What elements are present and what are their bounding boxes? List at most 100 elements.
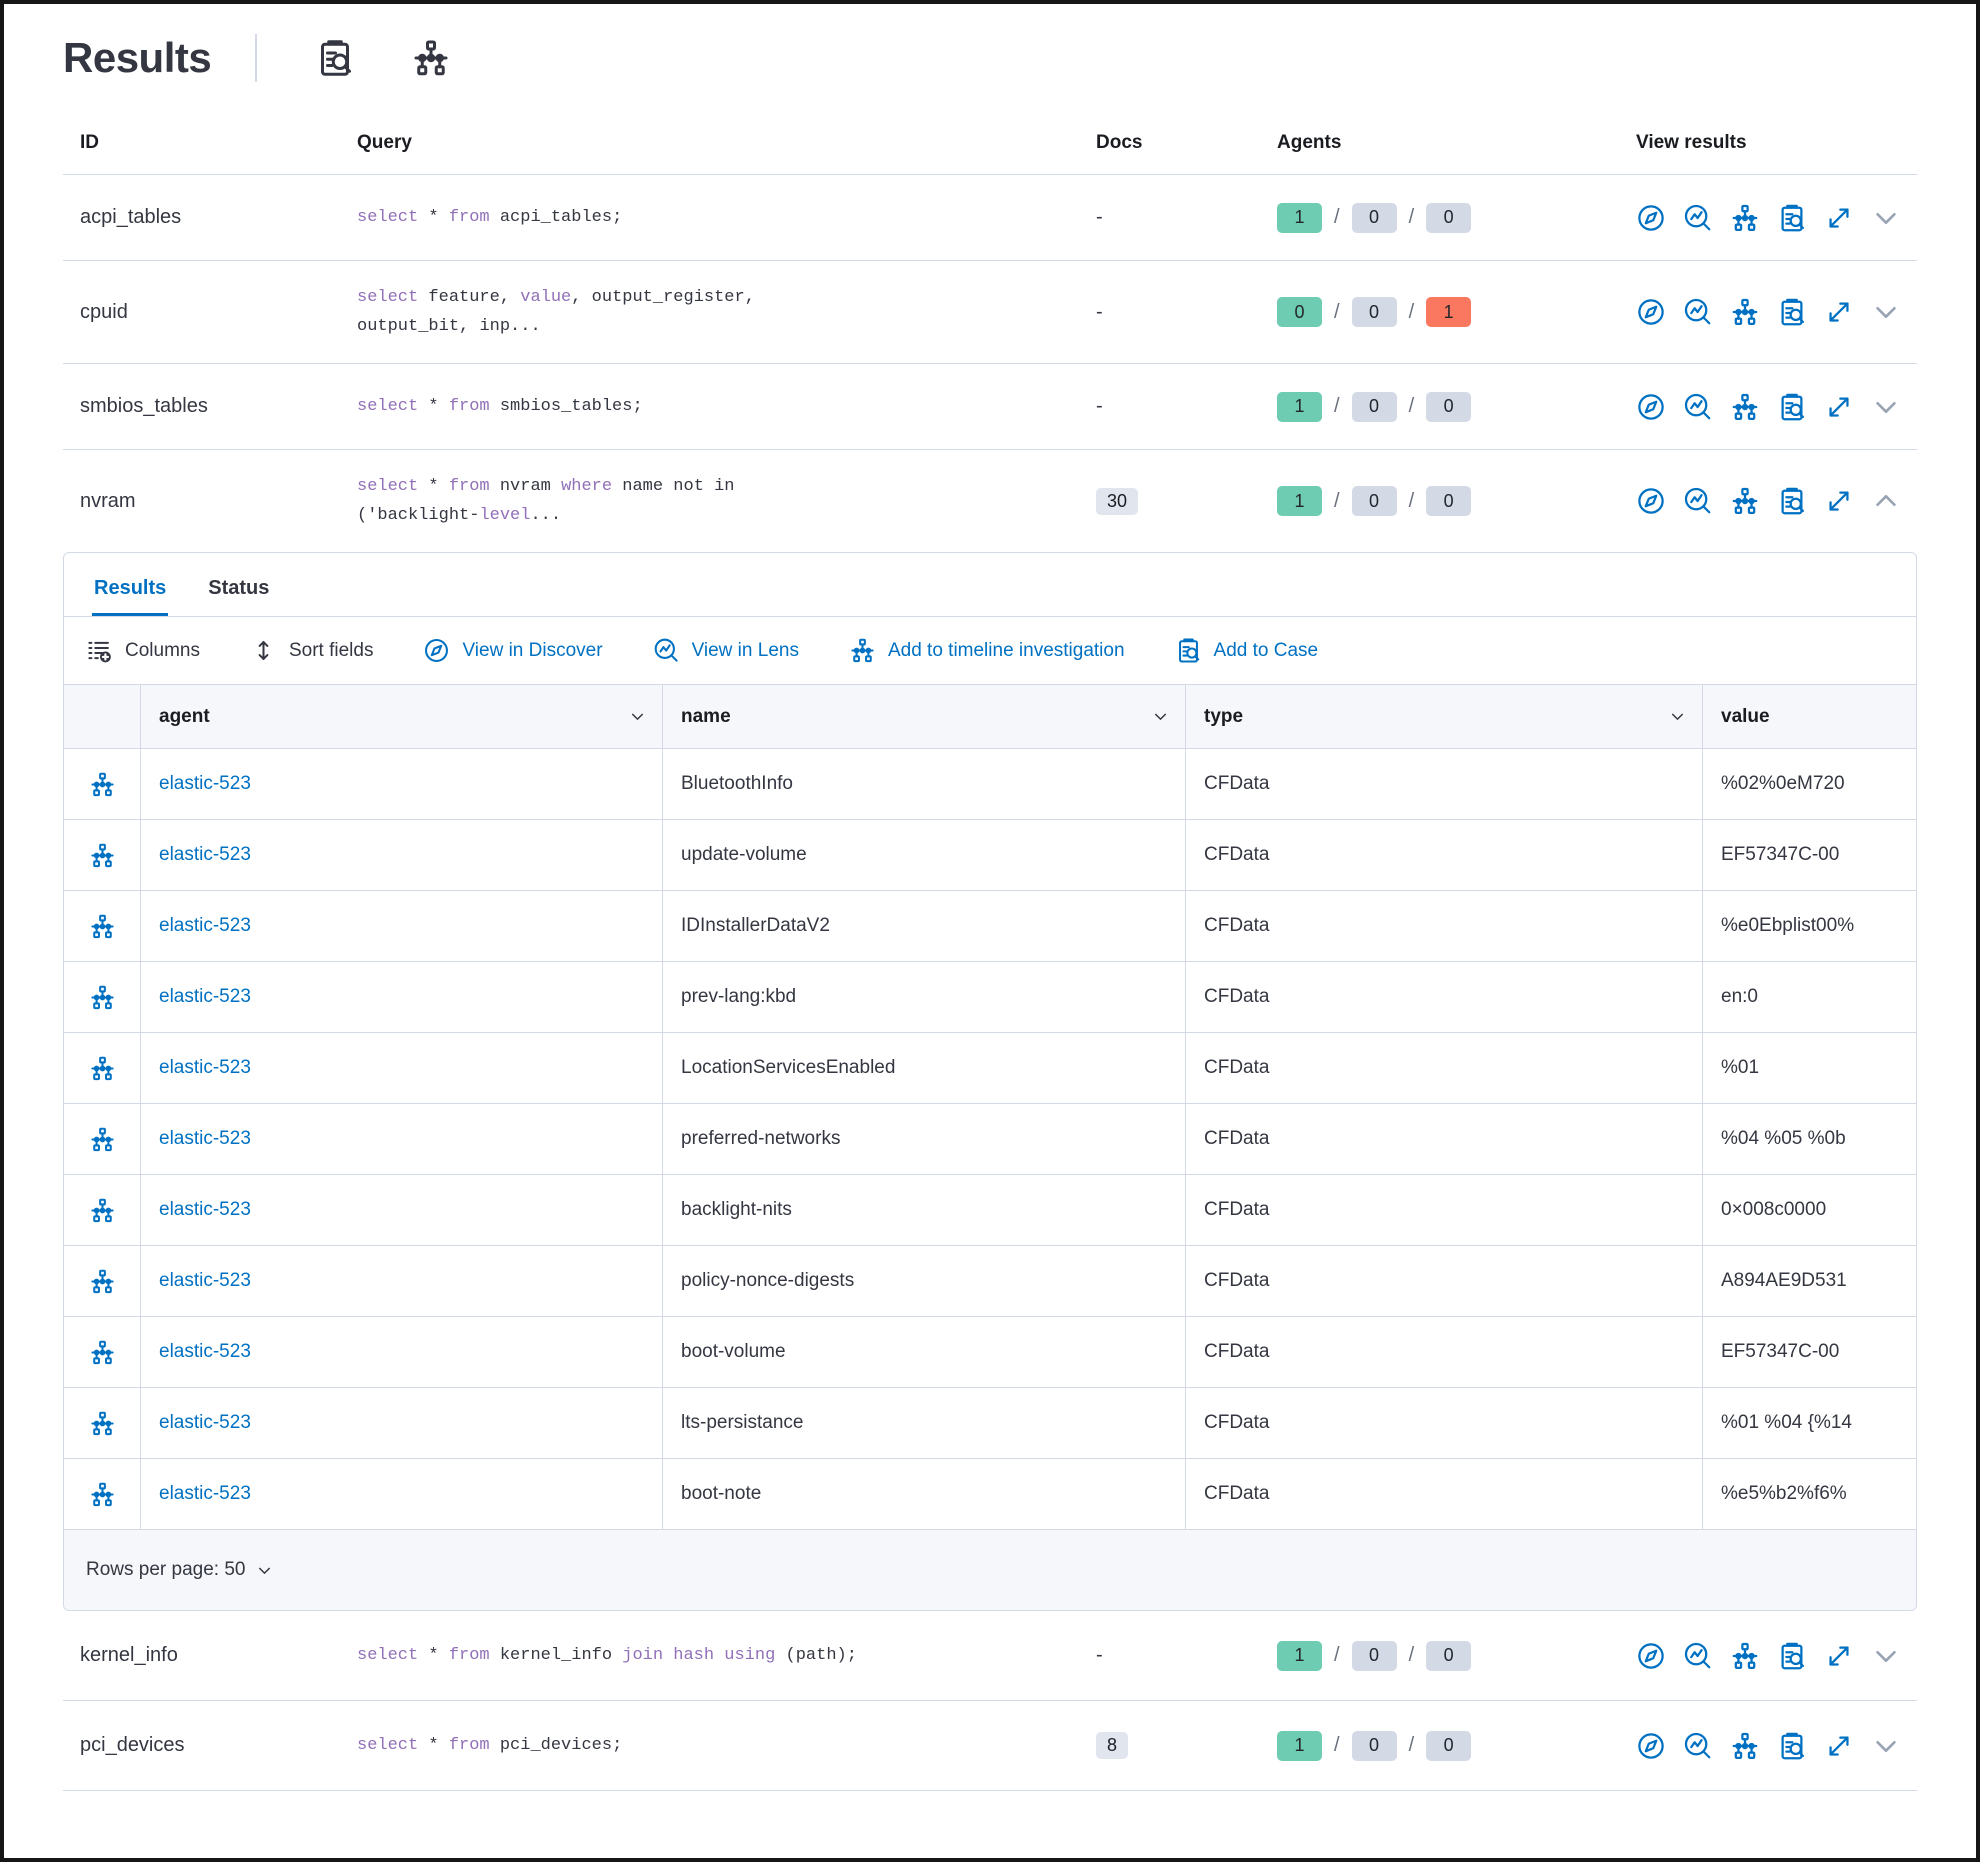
column-header-type[interactable]: type [1186,685,1703,748]
row-timeline-action[interactable] [64,820,141,890]
expand-icon [1829,302,1849,322]
inspect-button[interactable] [315,38,355,78]
agent-link[interactable]: elastic-523 [159,915,251,936]
column-header-name[interactable]: name [663,685,1186,748]
add-to-timeline-button[interactable] [1730,486,1760,516]
add-to-timeline-button[interactable] [1730,1641,1760,1671]
view-in-lens-button[interactable]: View in Lens [653,637,799,664]
add-to-case-button[interactable] [1777,1641,1807,1671]
row-timeline-action[interactable] [64,1246,141,1316]
panel-tabs: Results Status [64,553,1916,617]
toggle-expand-button[interactable] [1871,203,1901,233]
row-timeline-action[interactable] [64,1175,141,1245]
view-in-lens-button[interactable] [1683,392,1713,422]
row-timeline-action[interactable] [64,1104,141,1174]
table-row: elastic-523 boot-volume CFData EF57347C-… [64,1317,1916,1388]
add-to-timeline-button[interactable] [1730,1731,1760,1761]
expand-button[interactable] [1824,1641,1854,1671]
table-row: elastic-523 update-volume CFData EF57347… [64,820,1916,891]
query-id: kernel_info [80,1644,178,1666]
agent-link[interactable]: elastic-523 [159,844,251,865]
expand-icon [1829,396,1849,417]
column-header-value[interactable]: value [1721,705,1770,727]
agent-link[interactable]: elastic-523 [159,773,251,794]
status-badge: 0 [1351,1640,1397,1671]
columns-button[interactable]: Columns [86,637,200,664]
agent-link[interactable]: elastic-523 [159,1483,251,1504]
expand-button[interactable] [1824,203,1854,233]
status-badge: 1 [1426,297,1472,327]
add-to-timeline-button[interactable] [1730,203,1760,233]
rows-per-page-control[interactable]: Rows per page: 50 [64,1530,1916,1610]
view-in-lens-button[interactable] [1683,297,1713,327]
timeline-icon [1732,204,1758,231]
row-timeline-action[interactable] [64,962,141,1032]
cell-name: policy-nonce-digests [663,1246,1186,1316]
agent-link[interactable]: elastic-523 [159,1199,251,1220]
expand-button[interactable] [1824,1731,1854,1761]
cell-value: EF57347C-00 [1721,844,1840,865]
add-to-case-button[interactable] [1777,1731,1807,1761]
expand-button[interactable] [1824,392,1854,422]
view-in-lens-button[interactable] [1683,1731,1713,1761]
add-to-case-button[interactable] [1777,486,1807,516]
column-header-agent[interactable]: agent [141,685,663,748]
view-in-discover-button[interactable] [1636,203,1666,233]
agents-status: 1/ 0/ 0 [1273,202,1628,233]
sort-fields-button[interactable]: Sort fields [250,637,373,664]
view-results-actions [1628,486,1917,516]
expand-button[interactable] [1824,297,1854,327]
view-in-discover-button[interactable] [1636,1731,1666,1761]
cell-type: CFData [1186,1104,1703,1174]
view-in-discover-button[interactable] [1636,297,1666,327]
cell-value: %02%0eM720 [1721,773,1845,794]
agent-link[interactable]: elastic-523 [159,1270,251,1291]
timeline-icon [90,985,114,1009]
chevron-down-icon [1876,401,1896,413]
row-timeline-action[interactable] [64,891,141,961]
query-row-pci-devices: pci_devices select * from pci_devices; 8… [63,1701,1917,1791]
add-to-timeline-button[interactable] [1730,297,1760,327]
expand-button[interactable] [1824,486,1854,516]
cell-value: %e5%b2%f6% [1721,1483,1847,1504]
table-row: elastic-523 policy-nonce-digests CFData … [64,1246,1916,1317]
toggle-expand-button[interactable] [1871,297,1901,327]
agent-link[interactable]: elastic-523 [159,1341,251,1362]
add-to-timeline-button[interactable]: Add to timeline investigation [849,637,1125,664]
tab-results[interactable]: Results [92,577,168,616]
view-in-discover-button[interactable]: View in Discover [423,637,603,664]
view-in-discover-button[interactable] [1636,1641,1666,1671]
toggle-expand-button[interactable] [1871,1641,1901,1671]
add-to-case-button[interactable]: Add to Case [1175,637,1318,664]
columns-icon [88,641,111,663]
view-in-lens-button[interactable] [1683,1641,1713,1671]
add-to-case-button[interactable] [1777,203,1807,233]
agent-link[interactable]: elastic-523 [159,1057,251,1078]
add-to-case-button[interactable] [1777,392,1807,422]
table-row: elastic-523 LocationServicesEnabled CFDa… [64,1033,1916,1104]
timeline-button[interactable] [411,38,451,78]
chevron-down-icon [258,1567,270,1574]
row-timeline-action[interactable] [64,1388,141,1458]
row-timeline-action[interactable] [64,749,141,819]
query-row-nvram: nvram select * from nvram where name not… [63,450,1917,552]
agent-link[interactable]: elastic-523 [159,1412,251,1433]
view-in-discover-button[interactable] [1636,392,1666,422]
toggle-expand-button[interactable] [1871,392,1901,422]
row-timeline-action[interactable] [64,1459,141,1529]
view-in-lens-button[interactable] [1683,486,1713,516]
add-to-case-button[interactable] [1777,297,1807,327]
view-in-discover-button[interactable] [1636,486,1666,516]
cell-type: CFData [1186,891,1703,961]
agents-status: 0/ 0/ 1 [1273,297,1628,327]
toggle-expand-button[interactable] [1871,1731,1901,1761]
tab-status[interactable]: Status [206,577,271,616]
view-in-lens-button[interactable] [1683,203,1713,233]
row-timeline-action[interactable] [64,1317,141,1387]
agent-link[interactable]: elastic-523 [159,986,251,1007]
agent-link[interactable]: elastic-523 [159,1128,251,1149]
add-to-timeline-button[interactable] [1730,392,1760,422]
cell-type: CFData [1186,962,1703,1032]
toggle-expand-button[interactable] [1871,486,1901,516]
row-timeline-action[interactable] [64,1033,141,1103]
